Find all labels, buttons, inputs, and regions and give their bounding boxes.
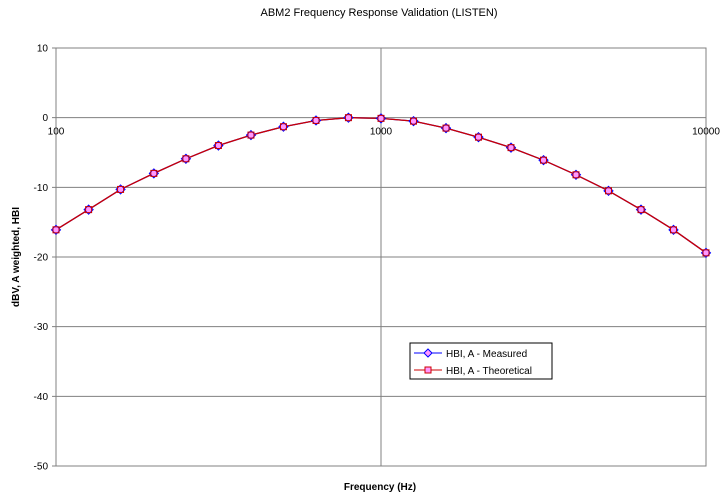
point-theoretical [572,171,580,179]
legend-marker-measured [423,348,433,358]
point-theoretical [117,185,125,193]
point-theoretical [442,124,450,132]
point-theoretical [182,155,190,163]
point-theoretical [410,117,418,125]
point-theoretical [474,133,482,141]
x-tick-label: 1000 [370,127,393,138]
point-theoretical [377,114,385,122]
x-tick-labels: 100 1000 10000 [48,127,721,138]
chart-title: ABM2 Frequency Response Validation (LIST… [260,7,497,19]
legend-box [409,342,553,380]
legend: HBI, A - Measured HBI, A - Theoretical [409,342,553,380]
point-theoretical [344,114,352,122]
point-theoretical [702,249,710,257]
y-tick-label: -30 [34,322,49,333]
series-group [50,112,712,259]
point-theoretical [279,123,287,131]
point-theoretical [637,206,645,214]
x-tick-label: 100 [48,127,65,138]
y-tick-label: -20 [34,253,49,264]
legend-label-theoretical: HBI, A - Theoretical [446,366,532,377]
point-theoretical [52,226,60,234]
x-axis-title: Frequency (Hz) [344,482,416,493]
legend-label-measured: HBI, A - Measured [446,349,527,360]
point-theoretical [150,169,158,177]
point-theoretical [247,131,255,139]
point-theoretical [669,226,677,234]
y-tick-labels: 10 0 -10 -20 -30 -40 -50 [34,44,49,473]
y-axis-title: dBV, A weighted, HBI [11,207,22,307]
y-tick-label: -40 [34,392,49,403]
point-theoretical [507,144,515,152]
y-tick-label: 0 [42,113,48,124]
point-theoretical [85,206,93,214]
point-theoretical [312,116,320,124]
legend-marker-theoretical [424,366,432,374]
y-tick-label: 10 [37,44,49,55]
point-theoretical [605,187,613,195]
x-tick-label: 10000 [692,127,720,138]
y-tick-label: -50 [34,462,49,473]
point-theoretical [214,142,222,150]
y-tick-label: -10 [34,183,49,194]
point-theoretical [539,156,547,164]
